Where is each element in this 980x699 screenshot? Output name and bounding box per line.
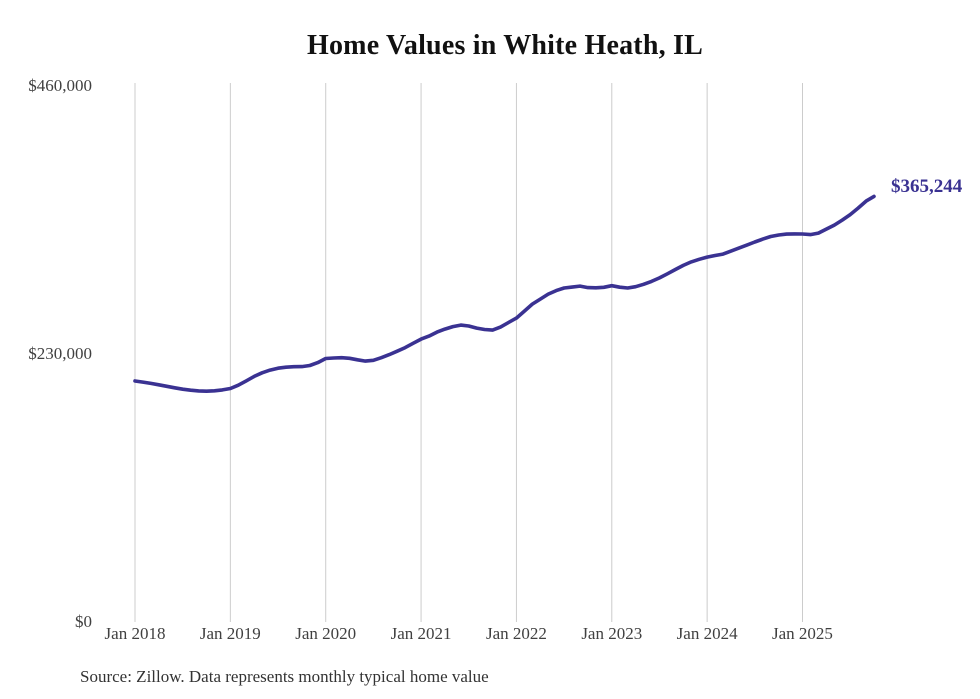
x-tick-label: Jan 2019 <box>199 624 261 643</box>
x-tick-label: Jan 2023 <box>581 624 643 643</box>
home-value-line <box>133 194 876 394</box>
x-tick-label: Jan 2021 <box>390 624 452 643</box>
chart-title: Home Values in White Heath, IL <box>307 30 703 61</box>
x-tick-label: Jan 2022 <box>485 624 547 643</box>
latest-value-label: $365,244 <box>891 176 963 198</box>
x-tick-label: Jan 2018 <box>104 624 166 643</box>
source-note: Source: Zillow. Data represents monthly … <box>80 667 489 686</box>
y-tick-label: $0 <box>75 612 92 631</box>
y-tick-label: $230,000 <box>28 344 92 363</box>
x-tick-label: Jan 2024 <box>676 624 738 643</box>
y-tick-label: $460,000 <box>28 76 92 95</box>
x-tick-label: Jan 2025 <box>772 624 833 643</box>
x-tick-label: Jan 2020 <box>295 624 357 643</box>
